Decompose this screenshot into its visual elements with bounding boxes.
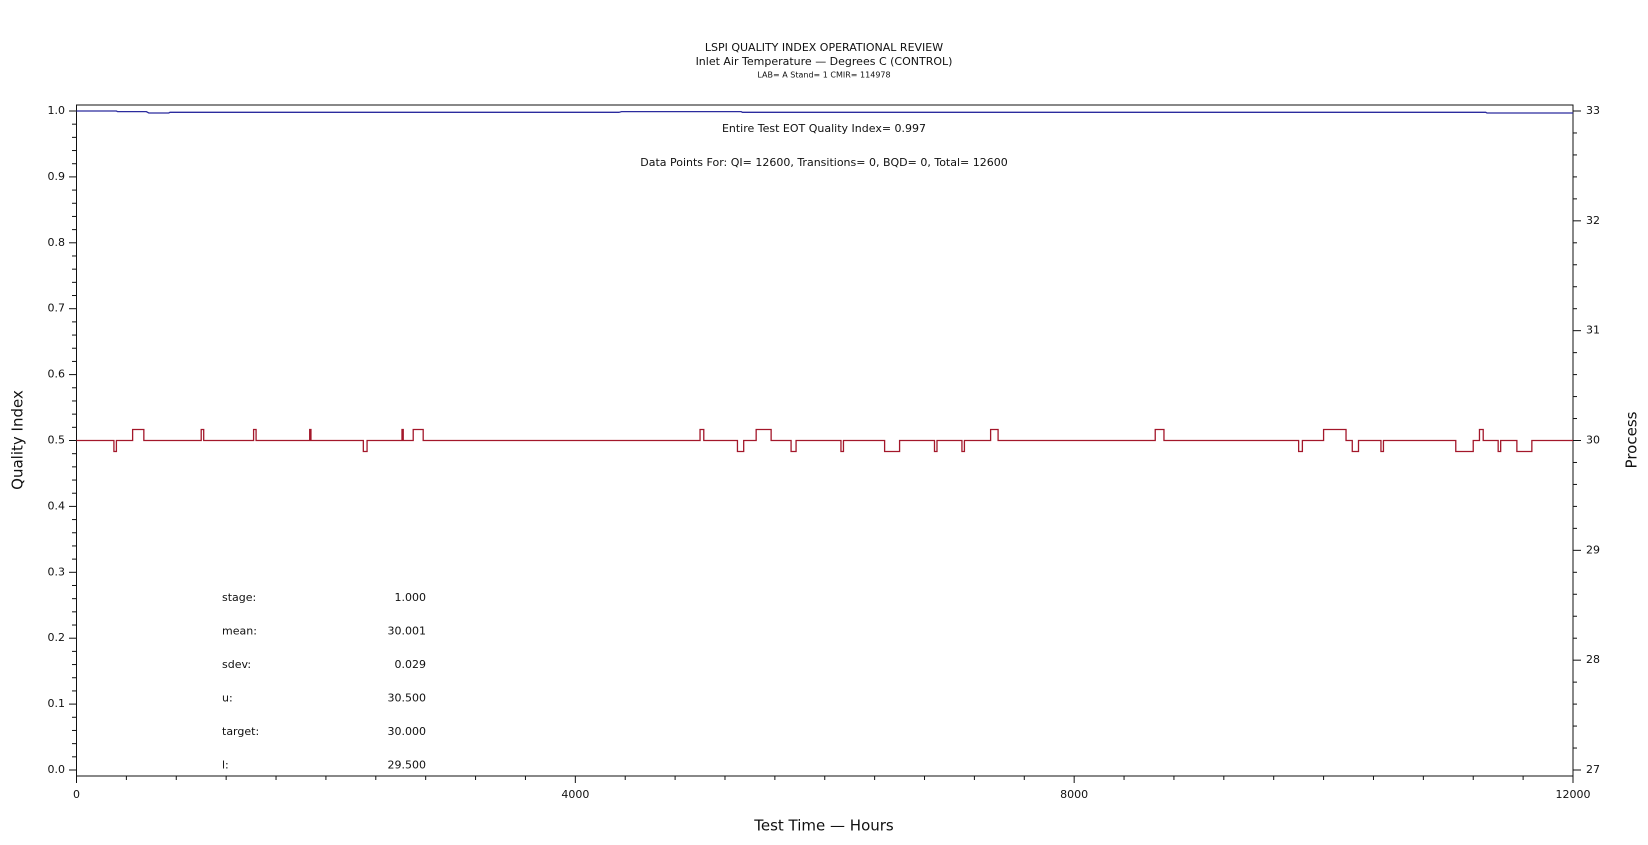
y-tick-label: 0.7 <box>48 302 66 315</box>
stat-value: 1.000 <box>395 591 427 604</box>
stat-value: 0.029 <box>395 658 427 671</box>
y2-tick-label: 27 <box>1586 763 1600 776</box>
y-tick-label: 0.2 <box>48 631 66 644</box>
y2-tick-label: 30 <box>1586 434 1600 447</box>
y-tick-label: 0.0 <box>48 763 66 776</box>
y-tick-label: 0.6 <box>48 368 66 381</box>
y-tick-label: 0.4 <box>48 499 66 512</box>
stat-label: l: <box>222 759 229 772</box>
y-tick-label: 0.3 <box>48 565 66 578</box>
series-line <box>76 428 1573 453</box>
stat-label: sdev: <box>222 658 251 671</box>
y-tick-label: 1.0 <box>48 104 66 117</box>
series-line <box>76 110 1573 114</box>
y2-tick-label: 33 <box>1586 104 1600 117</box>
chart-title: LSPI QUALITY INDEX OPERATIONAL REVIEW <box>705 41 943 54</box>
y-tick-label: 0.9 <box>48 170 66 183</box>
y2-tick-label: 32 <box>1586 214 1600 227</box>
x-tick-label: 8000 <box>1060 788 1088 801</box>
x-tick-label: 0 <box>73 788 80 801</box>
stat-label: target: <box>222 725 259 738</box>
stat-label: u: <box>222 692 233 705</box>
annotation: Entire Test EOT Quality Index= 0.997 <box>722 122 926 135</box>
y2-tick-label: 28 <box>1586 653 1600 666</box>
chart-subtitle: Inlet Air Temperature — Degrees C (CONTR… <box>696 55 953 68</box>
stat-label: mean: <box>222 625 257 638</box>
stat-value: 30.000 <box>388 725 427 738</box>
y2-tick-label: 31 <box>1586 324 1600 337</box>
y2-tick-label: 29 <box>1586 543 1600 556</box>
stat-label: stage: <box>222 591 256 604</box>
annotation: Data Points For: QI= 12600, Transitions=… <box>640 156 1008 169</box>
stat-value: 29.500 <box>388 759 427 772</box>
y-tick-label: 0.8 <box>48 236 66 249</box>
stat-value: 30.500 <box>388 692 427 705</box>
y-tick-label: 0.5 <box>48 434 66 447</box>
y-axis-label: Quality Index <box>9 390 27 490</box>
x-axis-label: Test Time — Hours <box>753 817 894 835</box>
chart-subtitle: LAB= A Stand= 1 CMIR= 114978 <box>757 71 890 80</box>
y2-axis-label: Process <box>1623 411 1641 468</box>
y-tick-label: 0.1 <box>48 697 66 710</box>
x-tick-label: 4000 <box>561 788 589 801</box>
stat-value: 30.001 <box>388 625 427 638</box>
x-tick-label: 12000 <box>1556 788 1591 801</box>
